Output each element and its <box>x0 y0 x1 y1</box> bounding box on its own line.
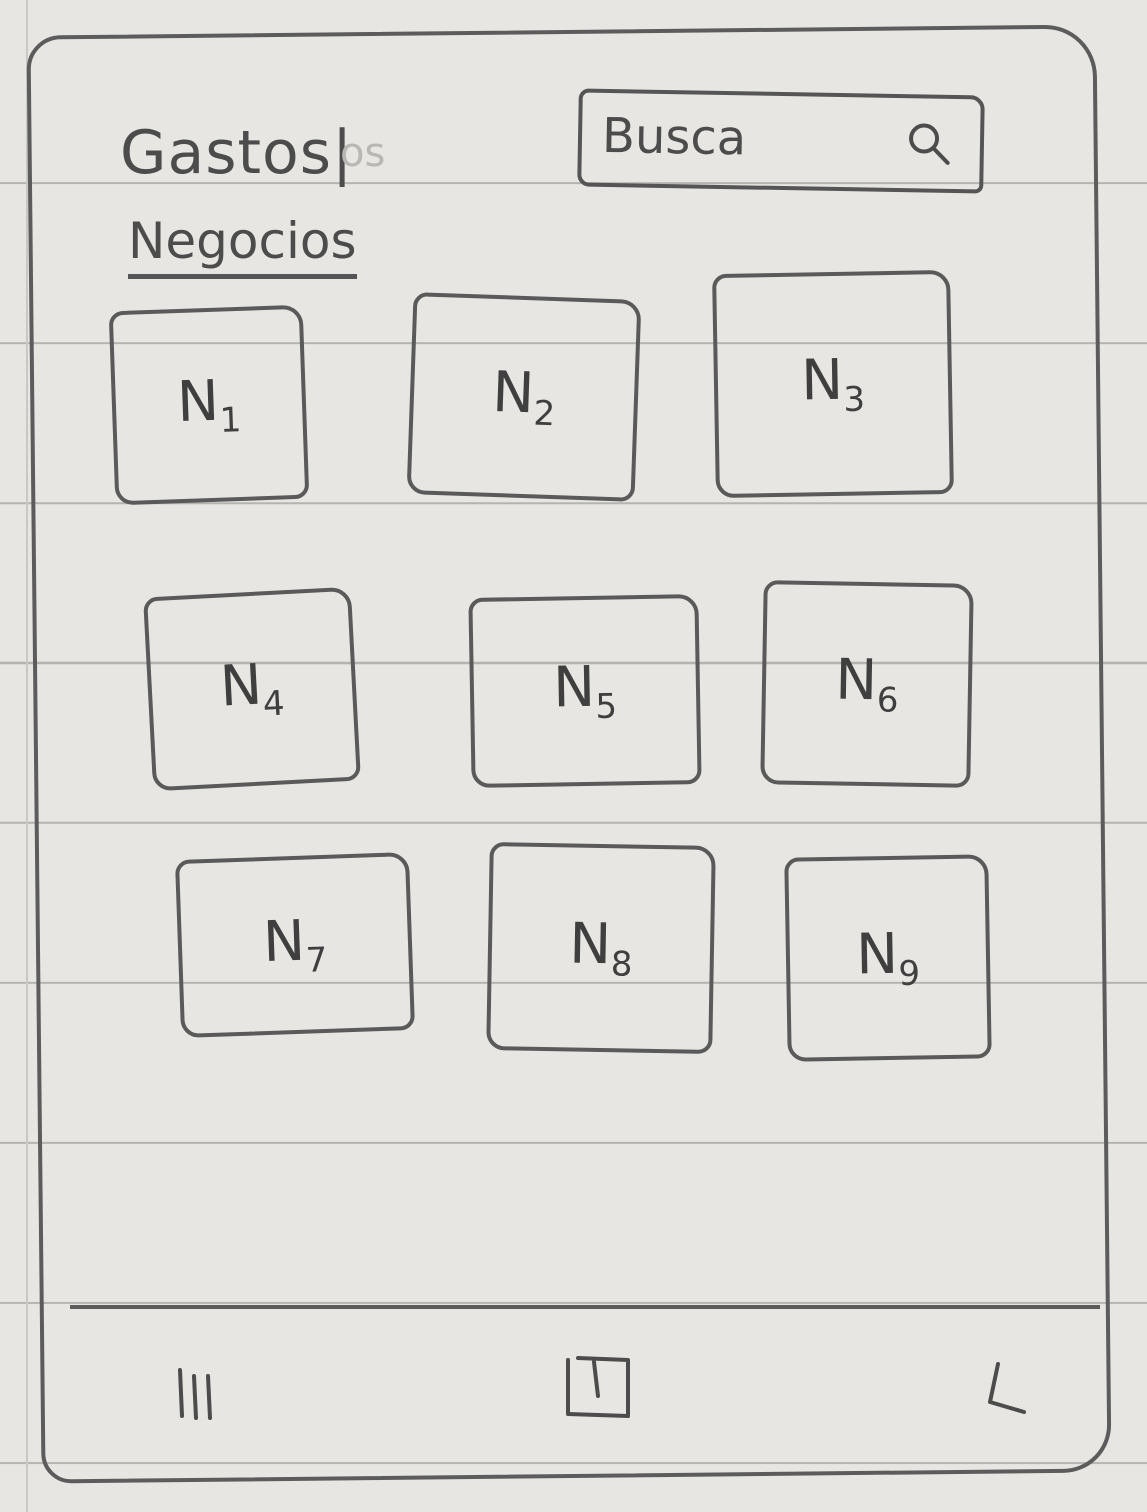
business-label-5: N5 <box>552 654 618 727</box>
business-label-3: N3 <box>800 347 866 420</box>
erased-text: os <box>340 130 386 176</box>
business-label-6: N6 <box>834 647 899 721</box>
title-cursor: | <box>332 118 354 188</box>
search-bar[interactable] <box>577 88 985 194</box>
home-button[interactable] <box>554 1340 644 1430</box>
tab-negocios[interactable]: Negocios <box>128 212 357 279</box>
search-icon[interactable] <box>904 118 955 169</box>
business-label-7: N7 <box>261 908 329 981</box>
business-label-4: N4 <box>218 652 286 725</box>
business-label-1: N1 <box>175 368 243 441</box>
app-title-text: Gastos <box>120 118 333 188</box>
business-label-8: N8 <box>568 911 633 985</box>
home-icon[interactable] <box>554 1340 644 1430</box>
business-tile-9[interactable]: N9 <box>784 854 992 1062</box>
search-input[interactable] <box>599 104 865 172</box>
business-tile-2[interactable]: N2 <box>406 292 642 502</box>
business-tile-4[interactable]: N4 <box>143 586 361 792</box>
business-tile-6[interactable]: N6 <box>760 580 974 788</box>
back-button[interactable] <box>958 1344 1048 1434</box>
business-tile-3[interactable]: N3 <box>712 269 954 499</box>
business-tile-1[interactable]: N1 <box>108 304 310 506</box>
business-tile-8[interactable]: N8 <box>486 842 716 1054</box>
recents-button[interactable] <box>152 1348 242 1438</box>
back-icon[interactable] <box>968 1354 1038 1424</box>
nav-bar-divider <box>70 1305 1100 1309</box>
business-tile-7[interactable]: N7 <box>174 851 416 1039</box>
recents-icon[interactable] <box>162 1358 232 1428</box>
business-label-2: N2 <box>491 359 556 435</box>
app-title: Gastos| <box>120 118 353 188</box>
business-label-9: N9 <box>855 921 921 994</box>
notebook-margin-line <box>26 0 28 1512</box>
business-tile-5[interactable]: N5 <box>468 594 702 788</box>
